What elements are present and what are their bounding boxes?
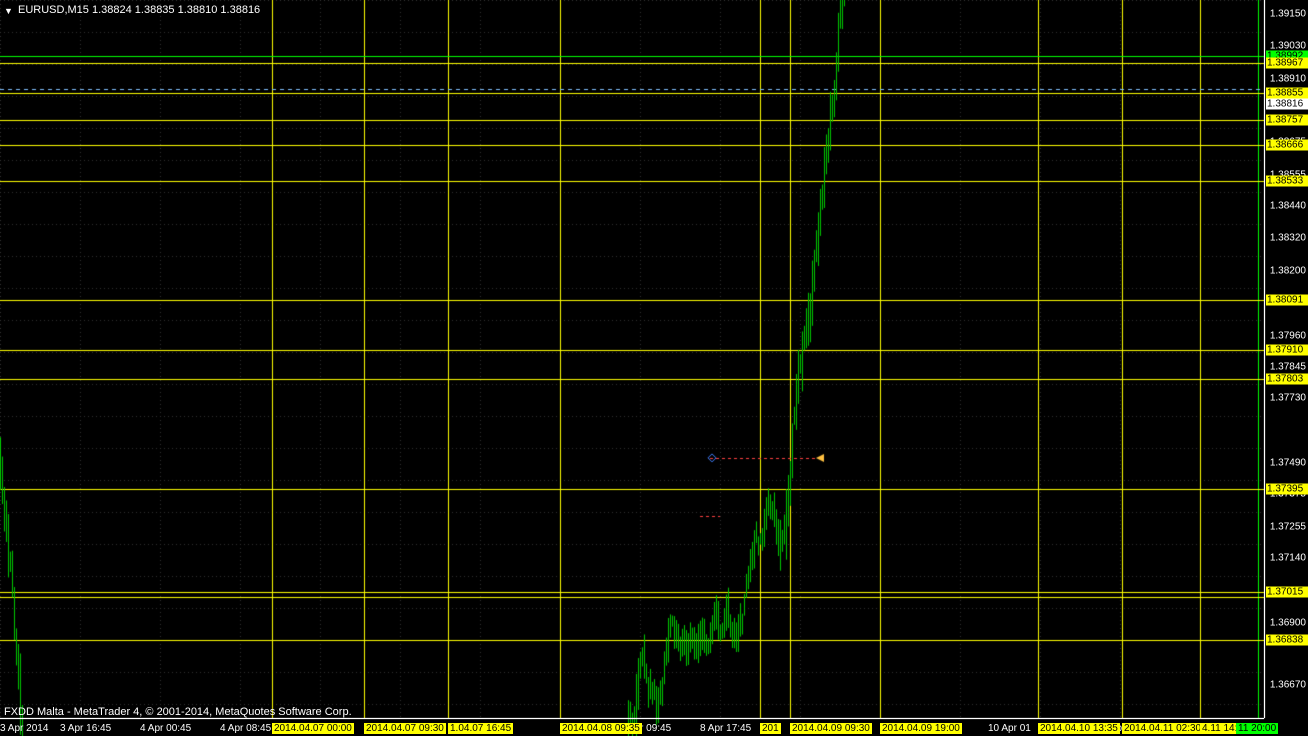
price-tick: 1.36900 [1270,618,1306,629]
time-tick: 4 Apr 00:45 [140,723,191,734]
price-level-box: 1.36838 [1266,634,1308,645]
price-tick: 1.37140 [1270,553,1306,564]
time-marker-box: 2014.04.10 13:35 [1038,723,1120,734]
time-marker-box: 2014.04.09 09:30 [790,723,872,734]
time-marker-box: 11 20:00 [1236,723,1278,734]
time-marker-box: 1.04.07 16:45 [448,723,513,734]
forex-chart[interactable]: ▼ EURUSD,M15 1.38824 1.38835 1.38810 1.3… [0,0,1308,736]
price-tick: 1.36670 [1270,680,1306,691]
price-tick: 1.37255 [1270,521,1306,532]
time-tick: 8 Apr 17:45 [700,723,751,734]
price-tick: 1.38910 [1270,73,1306,84]
time-tick: 4 Apr 08:45 [220,723,271,734]
price-level-box: 1.38816 [1266,99,1308,110]
price-level-box: 1.38855 [1266,88,1308,99]
time-marker-box: 2014.04.07 09:30 [364,723,446,734]
price-level-box: 1.38091 [1266,295,1308,306]
time-marker-box: 2014.04.08 09:35 [560,723,642,734]
price-level-box: 1.38757 [1266,115,1308,126]
price-tick: 1.38320 [1270,233,1306,244]
price-level-box: 1.38967 [1266,58,1308,69]
price-tick: 1.38200 [1270,265,1306,276]
price-level-box: 1.37910 [1266,344,1308,355]
time-tick: 3 Apr 2014 [0,723,48,734]
price-tick: 1.37845 [1270,362,1306,373]
time-axis: 3 Apr 2014 3 Apr 16:45 4 Apr 00:45 4 Apr 08… [0,718,1264,736]
time-tick: 10 Apr 01 [988,723,1031,734]
price-axis: 1.391501.390301.389101.386751.385551.384… [1264,0,1308,718]
price-tick: 1.38440 [1270,200,1306,211]
price-tick: 1.37960 [1270,330,1306,341]
price-level-box: 1.38666 [1266,139,1308,150]
price-level-box: 1.37015 [1266,587,1308,598]
time-tick: 3 Apr 16:45 [60,723,111,734]
price-level-box: 1.38533 [1266,175,1308,186]
price-level-box: 1.37395 [1266,484,1308,495]
time-marker-box: 201 [760,723,781,734]
chart-canvas[interactable] [0,0,1308,736]
time-marker-box: 2014.04.11 02:30 [1122,723,1203,734]
price-level-box: 1.37803 [1266,373,1308,384]
price-tick: 1.37730 [1270,393,1306,404]
time-marker-box: 2014.04.09 19:00 [880,723,962,734]
price-tick: 1.39150 [1270,8,1306,19]
price-tick: 1.37490 [1270,458,1306,469]
time-marker-box: 2014.04.07 00:00 [272,723,354,734]
